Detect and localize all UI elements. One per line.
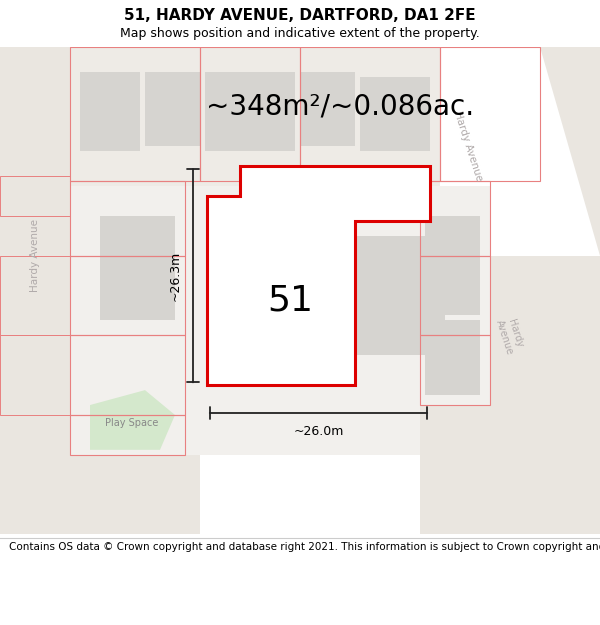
Text: ~26.0m: ~26.0m	[293, 426, 344, 438]
Polygon shape	[420, 256, 600, 534]
Polygon shape	[70, 47, 440, 186]
Polygon shape	[420, 186, 490, 405]
Polygon shape	[70, 186, 420, 455]
Text: Hardy Avenue: Hardy Avenue	[30, 219, 40, 292]
Bar	[205, 72, 295, 151]
Text: Play Space: Play Space	[106, 418, 158, 428]
Text: Hardy
Avenue: Hardy Avenue	[494, 315, 526, 356]
Bar	[425, 321, 480, 395]
Bar	[360, 77, 430, 151]
Text: Contains OS data © Crown copyright and database right 2021. This information is : Contains OS data © Crown copyright and d…	[9, 542, 600, 552]
Polygon shape	[70, 455, 200, 534]
Bar	[100, 216, 175, 321]
Text: ~26.3m: ~26.3m	[169, 251, 182, 301]
Bar	[425, 216, 480, 316]
Polygon shape	[0, 47, 70, 534]
Text: ~348m²/~0.086ac.: ~348m²/~0.086ac.	[206, 92, 474, 121]
Bar	[235, 236, 445, 355]
Polygon shape	[440, 47, 600, 256]
Text: Hardy Avenue: Hardy Avenue	[452, 110, 484, 182]
Text: Map shows position and indicative extent of the property.: Map shows position and indicative extent…	[120, 27, 480, 40]
Text: 51, HARDY AVENUE, DARTFORD, DA1 2FE: 51, HARDY AVENUE, DARTFORD, DA1 2FE	[124, 8, 476, 23]
Bar	[80, 72, 140, 151]
Text: 51: 51	[267, 284, 313, 318]
Bar	[145, 72, 200, 146]
Polygon shape	[90, 390, 175, 450]
Bar	[300, 72, 355, 146]
Polygon shape	[207, 166, 430, 385]
